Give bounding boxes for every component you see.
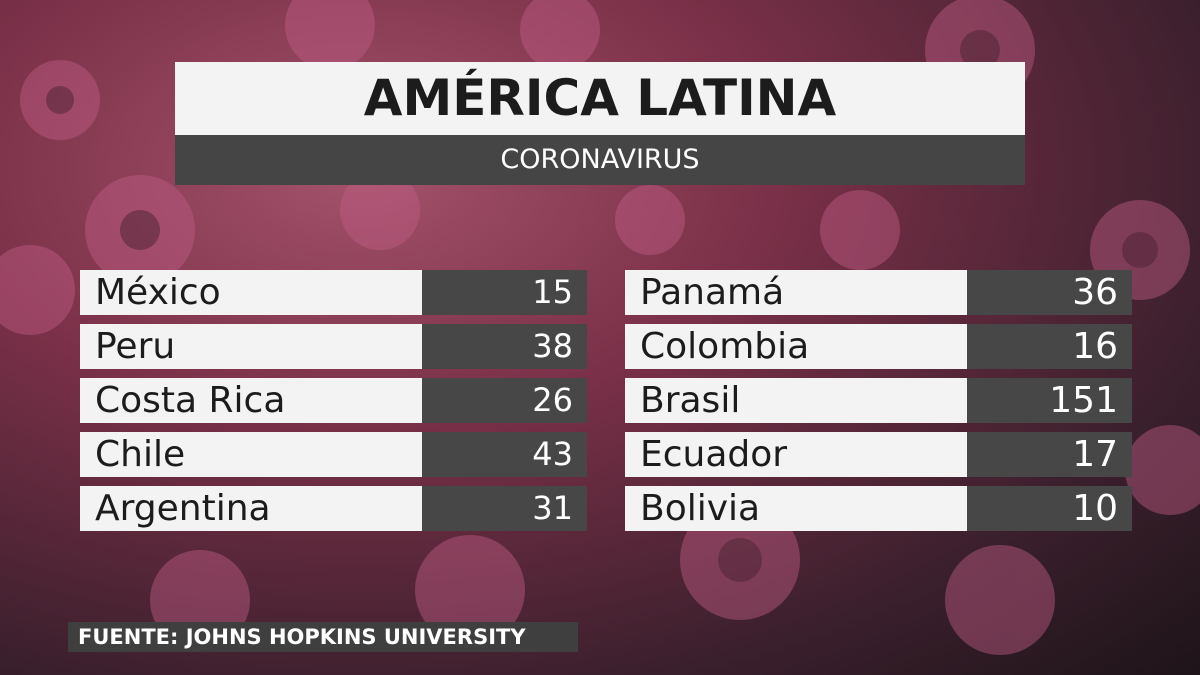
case-count: 10 [967, 486, 1132, 531]
case-count: 15 [422, 270, 587, 315]
country-name: Chile [80, 432, 422, 477]
country-name: Peru [80, 324, 422, 369]
country-name: Colombia [625, 324, 967, 369]
country-name: Argentina [80, 486, 422, 531]
country-name: Costa Rica [80, 378, 422, 423]
case-count: 36 [967, 270, 1132, 315]
case-count: 43 [422, 432, 587, 477]
country-name: Panamá [625, 270, 967, 315]
case-count: 31 [422, 486, 587, 531]
country-name: Ecuador [625, 432, 967, 477]
case-count: 26 [422, 378, 587, 423]
source: FUENTE: JOHNS HOPKINS UNIVERSITY [68, 622, 578, 652]
country-name: Brasil [625, 378, 967, 423]
case-count: 16 [967, 324, 1132, 369]
title: AMÉRICA LATINA [175, 62, 1025, 135]
case-count: 17 [967, 432, 1132, 477]
subtitle: CORONAVIRUS [175, 135, 1025, 185]
case-count: 151 [967, 378, 1132, 423]
country-name: Bolivia [625, 486, 967, 531]
country-name: México [80, 270, 422, 315]
case-count: 38 [422, 324, 587, 369]
